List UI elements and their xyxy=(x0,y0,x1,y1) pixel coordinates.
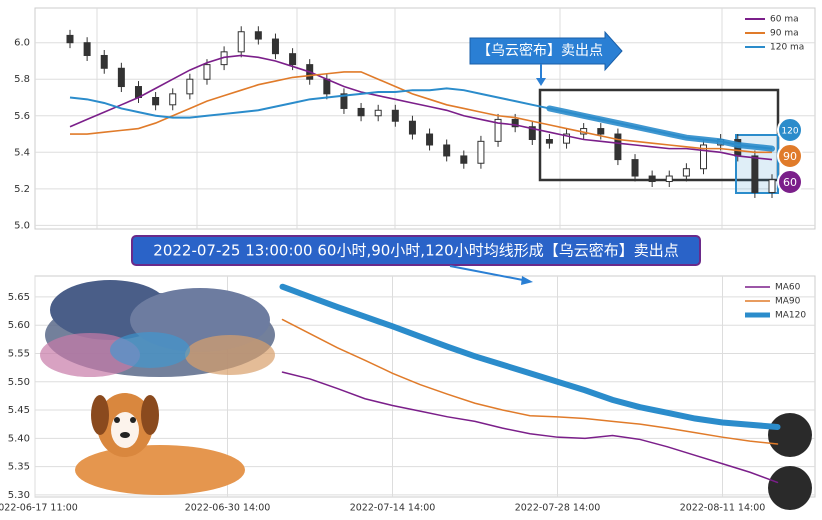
candle-body xyxy=(117,67,125,88)
candle-body xyxy=(426,133,434,146)
candle-body xyxy=(391,109,399,122)
candle-body xyxy=(614,133,622,161)
candle-body xyxy=(254,31,262,40)
y-tick-label: 6.0 xyxy=(14,38,30,49)
badge-60 xyxy=(777,169,803,195)
legend-label: 120 ma xyxy=(770,43,804,53)
badge-90 xyxy=(777,143,803,169)
signal-text: 【乌云密布】卖出点 xyxy=(477,42,603,59)
badge-label: 60 xyxy=(783,176,797,189)
banner-arrow xyxy=(449,265,533,285)
x-tick-label: 2022-07-14 14:00 xyxy=(350,503,436,514)
x-tick-label: 2022-06-30 14:00 xyxy=(185,503,271,514)
candle-body xyxy=(83,42,91,56)
signal-callout xyxy=(469,30,623,86)
candle-body xyxy=(374,109,382,117)
top-plot xyxy=(34,7,816,230)
y-tick-label: 5.65 xyxy=(8,292,30,303)
ma-line xyxy=(70,71,772,154)
candle-body xyxy=(408,120,416,135)
candle-body xyxy=(751,155,759,193)
y-tick-label: 5.30 xyxy=(8,490,30,501)
y-tick-label: 5.55 xyxy=(8,348,30,359)
candle-body xyxy=(631,159,639,177)
x-tick-label: 2022-06-17 11:00 xyxy=(0,503,78,514)
legend-label: 60 ma xyxy=(770,15,799,25)
decorations xyxy=(40,280,812,510)
x-tick-label: 2022-08-11 14:00 xyxy=(680,503,766,514)
legend-label: MA90 xyxy=(775,297,801,307)
candle-body xyxy=(289,53,297,66)
y-tick-label: 5.40 xyxy=(8,433,30,444)
candle-body xyxy=(323,78,331,95)
badge-120 xyxy=(777,117,803,143)
candle-body xyxy=(340,93,348,109)
ma-line xyxy=(281,371,779,484)
banner xyxy=(131,235,701,266)
y-tick-label: 5.50 xyxy=(8,377,30,388)
candle-body xyxy=(357,107,365,117)
candle-body xyxy=(203,64,211,80)
candle-body xyxy=(443,144,451,157)
badge-label: 120 xyxy=(781,127,798,137)
y-tick-label: 5.35 xyxy=(8,462,30,473)
y-tick-label: 5.6 xyxy=(14,111,30,122)
y-tick-label: 5.45 xyxy=(8,405,30,416)
candle-body xyxy=(66,34,74,44)
y-tick-label: 5.2 xyxy=(14,184,30,195)
x-tick-label: 2022-07-28 14:00 xyxy=(515,503,601,514)
candle-body xyxy=(494,118,502,142)
y-tick-label: 5.60 xyxy=(8,320,30,331)
candle-body xyxy=(186,78,194,95)
legend-label: MA120 xyxy=(775,311,806,321)
banner-text: 2022-07-25 13:00:00 60小时,90小时,120小时均线形成【… xyxy=(153,242,678,260)
candle-body xyxy=(271,38,279,55)
candle-body xyxy=(237,31,245,53)
badge-label: 90 xyxy=(783,150,797,163)
candle-body xyxy=(460,155,468,164)
candle-body xyxy=(648,175,656,183)
y-tick-label: 5.0 xyxy=(14,220,30,231)
ma-line xyxy=(281,318,779,445)
candle-body xyxy=(682,168,690,177)
candle-body xyxy=(511,118,519,128)
y-tick-label: 5.8 xyxy=(14,74,30,85)
candle-body xyxy=(563,133,571,144)
y-tick-label: 5.4 xyxy=(14,147,30,158)
candle-body xyxy=(597,128,605,135)
candle-body xyxy=(528,126,536,141)
candle-body xyxy=(768,179,776,193)
candle-body xyxy=(700,144,708,170)
ma-line xyxy=(69,54,773,161)
ma-line xyxy=(279,283,781,431)
candle-body xyxy=(152,96,160,106)
legend-label: MA60 xyxy=(775,283,801,293)
candle-body xyxy=(545,139,553,144)
candle-body xyxy=(169,93,177,106)
ma-highlight xyxy=(546,105,775,152)
candle-body xyxy=(665,175,673,183)
candle-body xyxy=(477,140,485,164)
legend-label: 90 ma xyxy=(770,29,799,39)
candle-body xyxy=(100,54,108,69)
